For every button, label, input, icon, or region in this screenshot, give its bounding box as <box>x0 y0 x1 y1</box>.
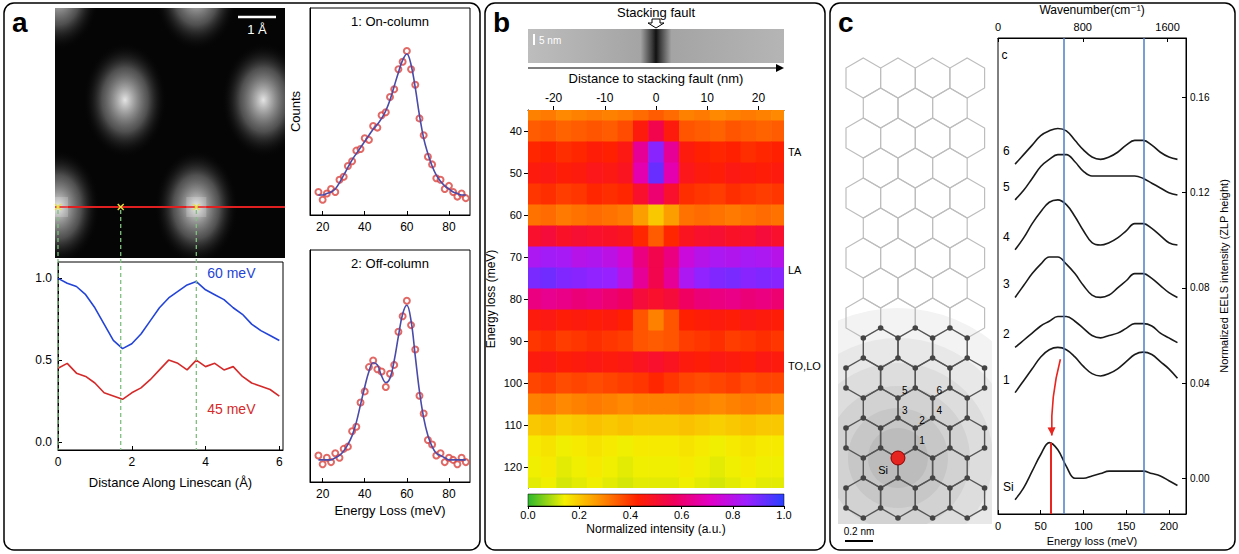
svg-text:a: a <box>12 7 28 38</box>
svg-text:0: 0 <box>995 520 1001 532</box>
svg-text:0.0: 0.0 <box>520 509 535 521</box>
svg-text:2: 2 <box>1003 327 1010 341</box>
svg-text:Energy loss (meV): Energy loss (meV) <box>1047 535 1137 547</box>
svg-text:0: 0 <box>55 455 62 469</box>
svg-text:Normalized EELS intensity (ZLP: Normalized EELS intensity (ZLP height) <box>1218 179 1230 373</box>
svg-text:60: 60 <box>400 487 414 501</box>
svg-text:-20: -20 <box>545 91 563 105</box>
svg-text:Distance to stacking fault (nm: Distance to stacking fault (nm) <box>569 71 744 86</box>
svg-text:5: 5 <box>1003 180 1010 194</box>
svg-text:0.16: 0.16 <box>1190 92 1210 103</box>
svg-text:100: 100 <box>1074 520 1092 532</box>
svg-text:1: On-column: 1: On-column <box>351 14 429 29</box>
svg-text:200: 200 <box>1160 520 1178 532</box>
svg-text:60: 60 <box>400 220 414 234</box>
svg-text:c: c <box>838 7 854 38</box>
svg-text:0: 0 <box>653 91 660 105</box>
svg-text:LA: LA <box>788 264 802 276</box>
svg-text:10: 10 <box>701 91 715 105</box>
svg-text:800: 800 <box>1074 21 1092 33</box>
svg-text:80: 80 <box>442 220 456 234</box>
svg-text:90: 90 <box>510 335 522 347</box>
svg-text:2: 2 <box>919 415 925 426</box>
svg-text:1.0: 1.0 <box>35 271 52 285</box>
svg-text:0.00: 0.00 <box>1190 473 1210 484</box>
svg-text:50: 50 <box>1035 520 1047 532</box>
svg-text:0.2: 0.2 <box>572 509 587 521</box>
svg-text:0.04: 0.04 <box>1190 378 1210 389</box>
svg-text:1: 1 <box>919 435 925 446</box>
svg-text:4: 4 <box>937 405 943 416</box>
svg-text:5: 5 <box>902 385 908 396</box>
svg-text:40: 40 <box>510 125 522 137</box>
svg-text:20: 20 <box>752 91 766 105</box>
svg-text:1 Å: 1 Å <box>247 22 267 37</box>
svg-text:0.12: 0.12 <box>1190 187 1210 198</box>
svg-text:2: 2 <box>128 455 135 469</box>
svg-text:3: 3 <box>902 405 908 416</box>
svg-text:Stacking fault: Stacking fault <box>617 5 695 20</box>
svg-text:45 meV: 45 meV <box>207 401 256 417</box>
svg-text:Energy Loss (meV): Energy Loss (meV) <box>334 503 445 518</box>
svg-text:6: 6 <box>1003 144 1010 158</box>
svg-text:40: 40 <box>358 220 372 234</box>
svg-text:0.6: 0.6 <box>674 509 689 521</box>
svg-text:20: 20 <box>316 487 330 501</box>
svg-text:20: 20 <box>316 220 330 234</box>
svg-text:-10: -10 <box>596 91 614 105</box>
svg-text:Si: Si <box>1003 480 1014 494</box>
svg-text:6: 6 <box>276 455 283 469</box>
svg-text:0.0: 0.0 <box>35 435 52 449</box>
svg-text:Si: Si <box>878 464 888 476</box>
svg-text:50: 50 <box>510 167 522 179</box>
svg-text:4: 4 <box>202 455 209 469</box>
svg-text:80: 80 <box>442 487 456 501</box>
svg-text:1.0: 1.0 <box>776 509 791 521</box>
svg-text:4: 4 <box>1003 230 1010 244</box>
svg-text:Counts: Counts <box>288 90 303 132</box>
svg-text:70: 70 <box>510 251 522 263</box>
svg-text:0.8: 0.8 <box>725 509 740 521</box>
svg-text:6: 6 <box>937 385 943 396</box>
svg-text:b: b <box>493 7 510 38</box>
svg-text:Wavenumber(cm⁻¹): Wavenumber(cm⁻¹) <box>1039 3 1144 17</box>
svg-text:TO,LO: TO,LO <box>788 360 821 372</box>
svg-text:c: c <box>1001 48 1007 62</box>
svg-text:150: 150 <box>1117 520 1135 532</box>
svg-text:40: 40 <box>358 487 372 501</box>
svg-text:100: 100 <box>504 377 522 389</box>
svg-text:Distance Along Linescan (Å): Distance Along Linescan (Å) <box>89 475 252 490</box>
svg-text:TA: TA <box>788 146 802 158</box>
svg-text:120: 120 <box>504 461 522 473</box>
svg-text:0: 0 <box>995 21 1001 33</box>
svg-text:0.4: 0.4 <box>623 509 638 521</box>
svg-text:3: 3 <box>1003 277 1010 291</box>
svg-text:0.08: 0.08 <box>1190 282 1210 293</box>
svg-text:1600: 1600 <box>1155 21 1179 33</box>
svg-text:Normalized intensity (a.u.): Normalized intensity (a.u.) <box>586 522 725 536</box>
svg-text:80: 80 <box>510 293 522 305</box>
svg-text:110: 110 <box>504 419 522 431</box>
svg-text:0.5: 0.5 <box>35 353 52 367</box>
svg-text:Energy loss (meV): Energy loss (meV) <box>484 250 498 349</box>
svg-text:5 nm: 5 nm <box>539 35 561 46</box>
svg-text:0.2 nm: 0.2 nm <box>844 526 875 537</box>
svg-text:60 meV: 60 meV <box>207 265 256 281</box>
svg-text:60: 60 <box>510 209 522 221</box>
svg-text:1: 1 <box>1003 373 1010 387</box>
svg-text:2: Off-column: 2: Off-column <box>351 256 429 271</box>
